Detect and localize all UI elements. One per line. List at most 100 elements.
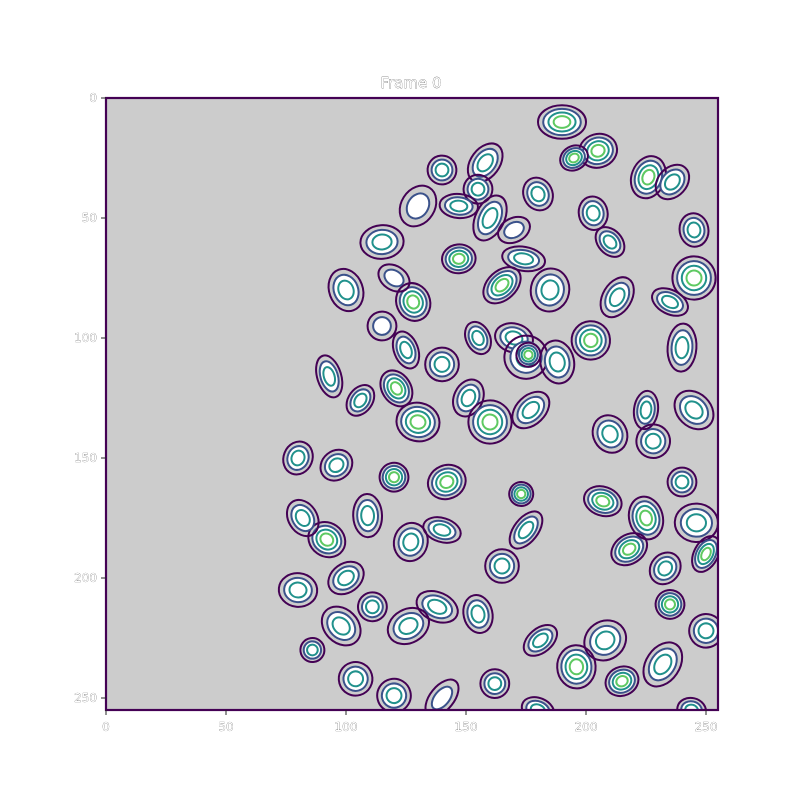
contour-level-0 xyxy=(424,678,460,710)
contour-level-1 xyxy=(428,351,456,378)
contour-level-2 xyxy=(493,557,511,575)
y-tick-label: 200 xyxy=(74,571,97,585)
contour-level-2 xyxy=(635,504,657,532)
contour-blob xyxy=(654,163,691,201)
contour-level-0 xyxy=(570,320,612,361)
x-axis: 0 50 100 150 200 250 xyxy=(102,710,718,734)
contour-level-2 xyxy=(504,330,524,346)
contour-level-2 xyxy=(602,234,618,250)
contour-level-3 xyxy=(700,546,712,562)
contour-level-1 xyxy=(372,316,392,336)
contour-level-0 xyxy=(676,696,707,710)
contour-level-0 xyxy=(604,665,640,698)
contour-blob xyxy=(452,378,485,418)
contour-level-0 xyxy=(539,339,576,385)
contour-blob xyxy=(484,548,520,584)
contour-level-0 xyxy=(327,560,365,596)
contour-level-2 xyxy=(680,264,708,292)
contour-level-0 xyxy=(648,551,682,586)
x-tick-label: 200 xyxy=(575,720,598,734)
contour-level-0 xyxy=(377,263,411,293)
contour-level-0 xyxy=(666,322,698,373)
contour-level-1 xyxy=(356,499,380,533)
x-tick-label: 150 xyxy=(455,720,478,734)
contour-blob xyxy=(359,224,405,260)
contour-blob xyxy=(377,263,411,293)
contour-level-0 xyxy=(277,572,319,608)
contour-blob xyxy=(654,589,686,620)
contour-level-0 xyxy=(378,461,410,493)
contour-blob xyxy=(424,346,460,383)
contour-blob xyxy=(462,594,494,634)
contour-blob xyxy=(352,493,384,539)
contour-level-2 xyxy=(404,410,432,434)
contour-level-3 xyxy=(409,414,427,430)
contour-level-0 xyxy=(299,637,326,663)
contour-blob xyxy=(591,414,629,454)
contour-blob xyxy=(599,276,635,319)
contour-level-0 xyxy=(688,613,718,649)
contour-blob xyxy=(642,641,684,688)
contour-blob xyxy=(482,266,522,305)
contour-level-2 xyxy=(384,468,404,487)
contour-level-0 xyxy=(327,267,365,313)
contour-level-2 xyxy=(347,670,365,688)
contour-level-0 xyxy=(627,495,665,541)
contour-level-0 xyxy=(520,696,556,710)
contour-level-2 xyxy=(513,486,529,502)
plot-area xyxy=(106,98,718,710)
contour-blob xyxy=(666,466,698,498)
contour-level-2 xyxy=(427,598,448,615)
contour-level-0 xyxy=(484,548,520,584)
contour-level-0 xyxy=(398,184,438,228)
contour-level-2 xyxy=(594,630,616,651)
contour-blob xyxy=(497,215,531,245)
contour-blob xyxy=(467,399,513,445)
contour-level-0 xyxy=(503,334,549,380)
contour-blob xyxy=(357,591,388,623)
contour-level-0 xyxy=(632,389,660,431)
outer-contour-frame xyxy=(104,96,720,712)
contour-level-0 xyxy=(452,378,485,418)
contour-level-2 xyxy=(517,520,535,540)
y-axis: 0 50 100 150 200 250 xyxy=(74,91,106,705)
contour-blob xyxy=(529,267,571,313)
contour-level-2 xyxy=(360,505,376,527)
contour-blob xyxy=(277,572,319,608)
contour-level-0 xyxy=(635,423,671,460)
contour-layer xyxy=(277,104,718,710)
contour-level-0 xyxy=(337,660,374,697)
contour-blob xyxy=(378,461,410,493)
contour-level-0 xyxy=(392,521,429,563)
contour-level-2 xyxy=(530,185,546,203)
contour-level-2 xyxy=(653,653,673,676)
contour-level-1 xyxy=(679,507,713,538)
contour-blob xyxy=(285,498,320,538)
contour-level-2 xyxy=(448,249,470,268)
contour-level-3 xyxy=(568,658,585,676)
contour-blob xyxy=(671,255,717,301)
contour-blob xyxy=(422,516,462,544)
y-tick-label: 150 xyxy=(74,451,97,465)
contour-level-2 xyxy=(470,181,486,197)
contour-level-2 xyxy=(487,676,503,691)
contour-level-0 xyxy=(651,287,689,317)
contour-level-2 xyxy=(591,491,615,511)
contour-blob xyxy=(395,401,441,443)
contour-blob xyxy=(282,440,314,476)
contour-level-0 xyxy=(479,668,511,699)
contour-level-0 xyxy=(678,212,710,248)
contour-level-2 xyxy=(306,643,319,657)
contour-level-3 xyxy=(389,381,403,396)
contour-blob xyxy=(327,560,365,596)
contour-level-2 xyxy=(385,687,403,705)
contour-blob xyxy=(691,535,718,573)
contour-level-0 xyxy=(501,245,546,273)
contour-level-3 xyxy=(685,269,703,287)
contour-blob xyxy=(522,176,554,212)
contour-blob xyxy=(438,192,479,220)
contour-level-0 xyxy=(497,215,531,245)
contour-level-3 xyxy=(621,542,637,556)
contour-blob xyxy=(441,243,477,275)
contour-level-2 xyxy=(435,471,459,493)
